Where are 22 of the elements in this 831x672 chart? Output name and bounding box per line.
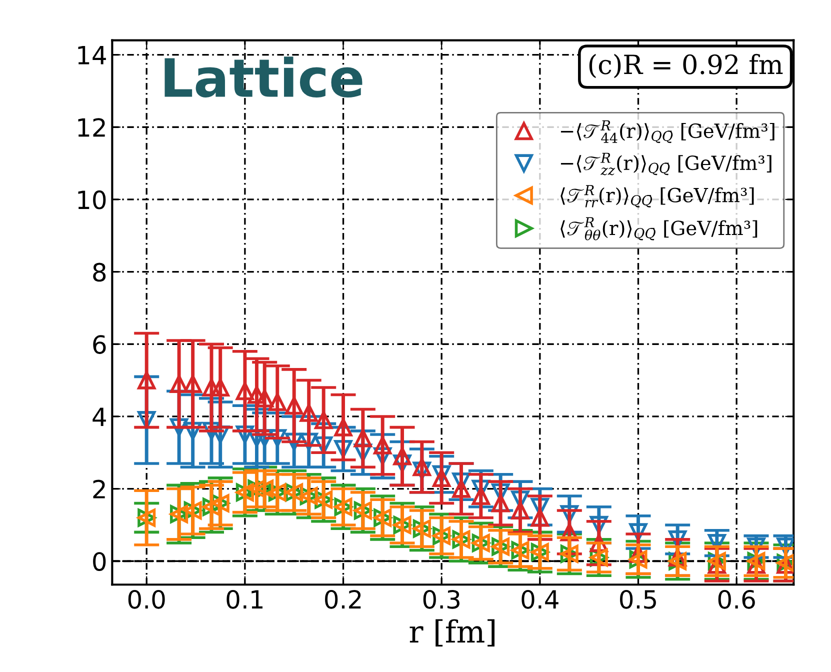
- y-tick-label: 10: [78, 190, 106, 210]
- legend-label: ⟨𝒯$^{R}$$_{θθ}$(r)⟩$_{QQ̄}$ [GeV/fm³]: [560, 217, 758, 240]
- legend-label: ⟨𝒯$^{R}$$_{rr}$(r)⟩$_{QQ̄}$ [GeV/fm³]: [560, 185, 754, 208]
- y-tick-label: 6: [93, 335, 106, 354]
- x-axis-title: r [fm]: [410, 619, 494, 646]
- y-tick-label: 12: [78, 118, 105, 137]
- y-tick-label: 8: [93, 262, 106, 282]
- x-tick-label: 0.0: [128, 590, 165, 609]
- x-tick-label: 0.3: [423, 590, 460, 609]
- annotation: (c)R = 0.92 fm: [589, 54, 783, 78]
- x-tick-label: 0.5: [620, 590, 656, 609]
- y-tick-label: 14: [78, 46, 106, 64]
- x-tick-label: 0.6: [718, 590, 755, 609]
- annotation: Lattice: [164, 56, 362, 98]
- x-tick-label: 0.2: [325, 590, 361, 609]
- legend-label: −⟨𝒯$^{R}$$_{zz}$(r)⟩$_{QQ̄}$ [GeV/fm³]: [560, 152, 772, 176]
- x-tick-label: 0.1: [226, 590, 262, 609]
- legend-label: −⟨𝒯$^{R}$$_{44}$(r)⟩$_{QQ̄}$ [GeV/fm³]: [560, 120, 774, 144]
- x-tick-label: 0.4: [522, 590, 558, 609]
- y-tick-label: 0: [93, 552, 106, 571]
- y-tick-label: 4: [92, 408, 106, 426]
- y-tick-label: 2: [93, 480, 105, 498]
